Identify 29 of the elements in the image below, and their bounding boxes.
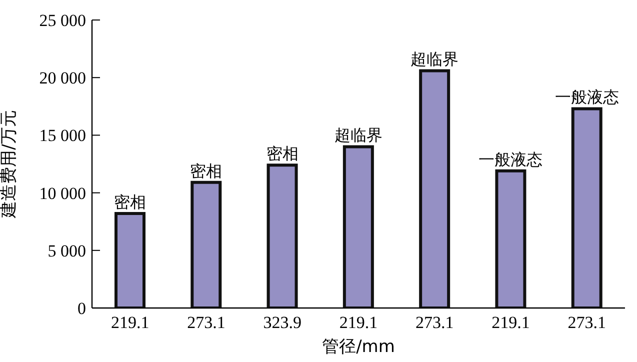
y-tick-label: 5 000 <box>48 241 86 260</box>
data-label: 一般液态 <box>554 88 619 107</box>
x-tick-label: 273.1 <box>416 313 454 332</box>
x-tick-label: 273.1 <box>187 313 226 332</box>
y-axis-title: 建造费用/万元 <box>0 110 20 219</box>
y-tick-label: 10 000 <box>39 184 86 203</box>
bar <box>114 212 146 308</box>
bar <box>190 180 222 308</box>
x-tick-label: 219.1 <box>492 313 530 332</box>
bar <box>266 164 298 308</box>
data-label: 一般液态 <box>478 150 543 169</box>
data-label: 密相 <box>266 144 298 164</box>
data-label: 超临界 <box>334 126 382 145</box>
bar <box>495 169 526 308</box>
y-tick-label: 20 000 <box>39 68 86 88</box>
bar <box>419 69 450 308</box>
y-tick-label: 25 000 <box>39 11 86 30</box>
data-label: 密相 <box>190 161 222 180</box>
data-label: 超临界 <box>410 50 459 69</box>
y-tick-label: 15 000 <box>39 126 86 146</box>
x-tick-label: 323.9 <box>263 313 302 332</box>
x-axis-title: 管径/mm <box>322 337 395 357</box>
x-tick-label: 273.1 <box>568 313 606 332</box>
y-tick-label: 0 <box>78 299 86 318</box>
bar <box>342 145 374 308</box>
x-tick-label: 219.1 <box>110 313 150 332</box>
bar <box>571 107 602 308</box>
x-tick-label: 219.1 <box>339 313 378 332</box>
data-label: 密相 <box>114 192 146 212</box>
